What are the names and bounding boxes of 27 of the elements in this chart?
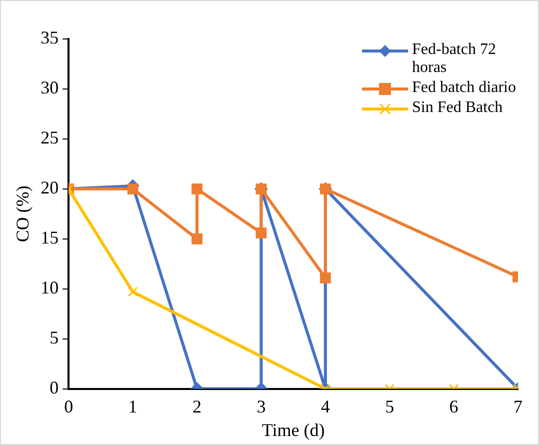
- x-tick-label: 1: [128, 396, 138, 416]
- x-tick-label: 2: [192, 396, 202, 416]
- legend-label: Fed batch diario: [412, 79, 517, 97]
- x-tick-label: 7: [514, 396, 522, 416]
- legend-label: Fed-batch 72 horas: [412, 41, 497, 77]
- y-tick-label: 10: [40, 278, 59, 298]
- legend-label: Sin Fed Batch: [412, 99, 504, 117]
- y-tick-label: 15: [40, 228, 59, 248]
- x-axis-title: Time (d): [262, 420, 325, 440]
- x-tick-label: 5: [385, 396, 394, 416]
- y-tick-label: 0: [50, 378, 59, 398]
- point: [192, 233, 202, 244]
- y-tick-label: 35: [40, 28, 59, 48]
- point: [127, 183, 138, 194]
- x-tick-label: 0: [64, 396, 74, 416]
- point: [320, 272, 331, 284]
- y-tick-label: 5: [50, 328, 59, 348]
- y-tick-label: 25: [40, 128, 59, 148]
- y-axis-title: CO (%): [12, 186, 33, 242]
- y-tick-label: 30: [40, 78, 59, 98]
- y-tick-label: 20: [40, 178, 59, 198]
- point: [192, 183, 202, 194]
- x-tick-label: 6: [449, 396, 458, 416]
- point: [256, 227, 267, 238]
- x-tick-label: 4: [320, 396, 330, 416]
- x-tick-label: 3: [256, 396, 266, 416]
- point: [128, 286, 138, 297]
